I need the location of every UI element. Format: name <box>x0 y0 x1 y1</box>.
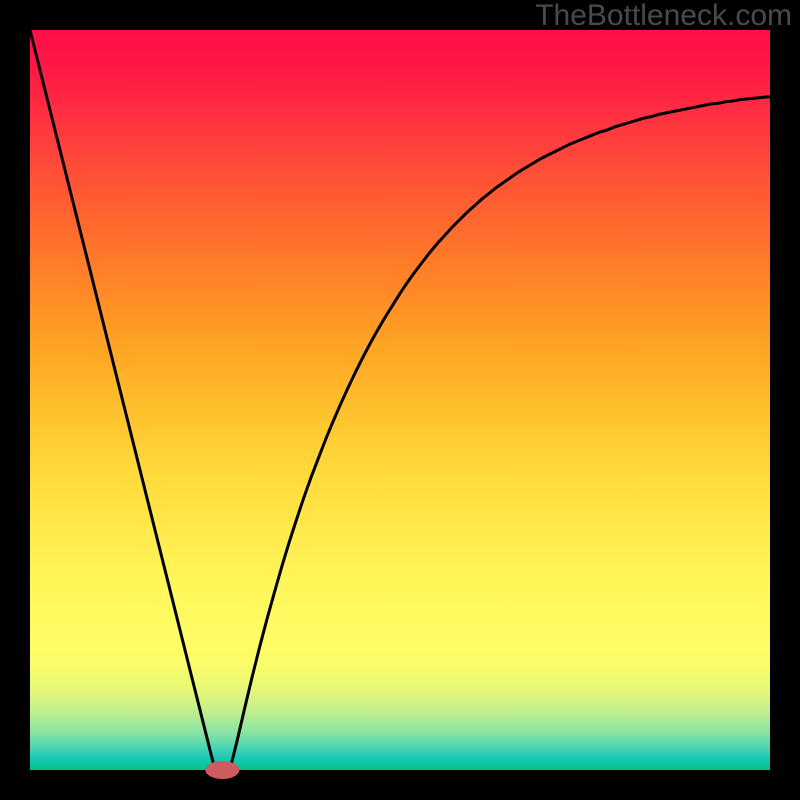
bottleneck-chart: TheBottleneck.com <box>0 0 800 800</box>
plot-background <box>30 30 770 770</box>
optimal-marker <box>205 761 239 779</box>
watermark-text: TheBottleneck.com <box>535 0 792 32</box>
